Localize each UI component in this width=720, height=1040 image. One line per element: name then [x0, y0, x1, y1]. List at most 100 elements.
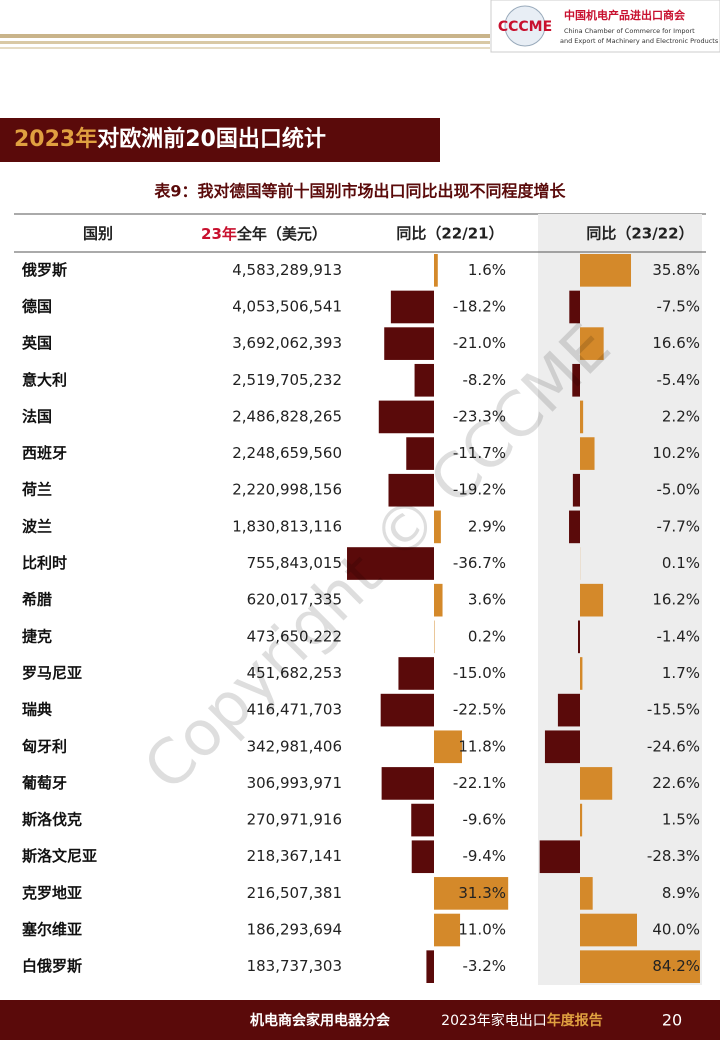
growth-label: 2.9% — [468, 517, 506, 535]
country-name: 塞尔维亚 — [22, 921, 82, 939]
export-value: 186,293,694 — [247, 921, 342, 939]
growth-bar — [569, 290, 580, 324]
export-value: 218,367,141 — [247, 847, 342, 865]
growth-bar — [384, 327, 434, 360]
growth-bar — [434, 254, 438, 287]
column-header: 同比（22/21） — [396, 225, 503, 243]
export-value: 451,682,253 — [247, 664, 342, 682]
growth-label: -22.1% — [453, 774, 506, 792]
export-value: 216,507,381 — [247, 884, 342, 902]
growth-label: 3.6% — [468, 591, 506, 609]
country-name: 葡萄牙 — [21, 774, 67, 792]
growth-bar — [380, 693, 434, 727]
growth-label: 16.6% — [652, 334, 700, 352]
growth-label: 11.8% — [458, 737, 506, 755]
growth-bar — [390, 290, 434, 324]
growth-label: 0.1% — [662, 554, 700, 572]
growth-bar — [434, 913, 461, 947]
logo-globe — [504, 5, 546, 47]
growth-bar — [580, 803, 583, 837]
growth-label: 35.8% — [652, 261, 700, 279]
country-name: 希腊 — [22, 591, 52, 609]
growth-bar — [411, 840, 434, 874]
export-value: 3,692,062,393 — [232, 334, 342, 352]
growth-label: -9.4% — [462, 847, 506, 865]
export-value: 306,993,971 — [247, 774, 342, 792]
export-value: 2,486,828,265 — [232, 407, 342, 425]
country-name: 斯洛伐克 — [22, 811, 82, 829]
country-name: 瑞典 — [22, 701, 52, 719]
export-value: 2,220,998,156 — [232, 481, 342, 499]
country-name: 斯洛文尼亚 — [22, 847, 97, 865]
export-value: 755,843,015 — [247, 554, 342, 572]
country-name: 波兰 — [22, 517, 52, 535]
growth-label: 11.0% — [458, 921, 506, 939]
growth-label: -7.7% — [656, 517, 700, 535]
org-en: and Export of Machinery and Electronic P… — [560, 37, 719, 45]
growth-label: 1.6% — [468, 261, 506, 279]
growth-bar — [398, 657, 434, 690]
footer-branch: 机电商会家用电器分会 — [250, 1012, 391, 1029]
org-name: 中国机电产品进出口商会 — [564, 8, 686, 22]
growth-label: 1.5% — [662, 811, 700, 829]
growth-label: -24.6% — [647, 737, 700, 755]
growth-bar — [434, 510, 441, 544]
growth-bar — [580, 657, 583, 690]
growth-bar — [569, 510, 580, 544]
growth-label: -19.2% — [453, 481, 506, 499]
table-body: 俄罗斯 4,583,289,913 1.6% 35.8% 德国 4,053,506,541… — [21, 254, 700, 983]
country-name: 白俄罗斯 — [22, 957, 82, 975]
growth-label: -3.2% — [462, 957, 506, 975]
country-name: 法国 — [22, 407, 52, 425]
export-value: 416,471,703 — [247, 701, 342, 719]
country-name: 德国 — [22, 297, 52, 315]
growth-bar — [580, 913, 637, 947]
export-value: 4,053,506,541 — [232, 297, 342, 315]
growth-bar — [580, 400, 584, 434]
column-header: 同比（23/22） — [586, 225, 693, 243]
country-name: 西班牙 — [22, 444, 67, 462]
header-stripe — [0, 47, 490, 49]
country-name: 匈牙利 — [22, 737, 67, 755]
export-value: 2,519,705,232 — [232, 371, 342, 389]
growth-label: -22.5% — [453, 701, 506, 719]
growth-bar — [580, 437, 595, 470]
growth-label: -11.7% — [453, 444, 506, 462]
growth-bar — [434, 583, 443, 617]
growth-label: -1.4% — [656, 627, 700, 645]
column-header: 国别 — [83, 225, 113, 243]
country-name: 克罗地亚 — [22, 884, 82, 902]
growth-bar — [378, 400, 434, 434]
country-name: 俄罗斯 — [21, 261, 67, 279]
growth-label: 2.2% — [662, 407, 700, 425]
growth-label: -8.2% — [462, 371, 506, 389]
export-value: 4,583,289,913 — [232, 261, 342, 279]
growth-bar — [539, 840, 580, 874]
export-value: 620,017,335 — [247, 591, 342, 609]
growth-label: -23.3% — [453, 407, 506, 425]
growth-label: 1.7% — [662, 664, 700, 682]
export-value: 270,971,916 — [247, 811, 342, 829]
growth-label: 31.3% — [458, 884, 506, 902]
header-stripe — [0, 41, 490, 44]
export-value: 2,248,659,560 — [232, 444, 342, 462]
growth-bar — [347, 547, 434, 580]
growth-label: -18.2% — [453, 297, 506, 315]
export-value: 342,981,406 — [247, 737, 342, 755]
growth-label: -21.0% — [453, 334, 506, 352]
section-title: 2023年对欧洲前20国出口统计 — [14, 126, 326, 152]
export-value: 1,830,813,116 — [232, 517, 342, 535]
growth-bar — [578, 620, 580, 654]
growth-label: 8.9% — [662, 884, 700, 902]
growth-bar — [426, 950, 434, 983]
growth-label: -9.6% — [462, 811, 506, 829]
export-value: 183,737,303 — [247, 957, 342, 975]
growth-label: -7.5% — [656, 297, 700, 315]
growth-label: -5.0% — [656, 481, 700, 499]
section-title-band — [0, 118, 440, 162]
growth-bar — [406, 437, 434, 470]
growth-bar — [580, 950, 700, 983]
growth-label: -5.4% — [656, 371, 700, 389]
growth-bar — [381, 767, 434, 800]
